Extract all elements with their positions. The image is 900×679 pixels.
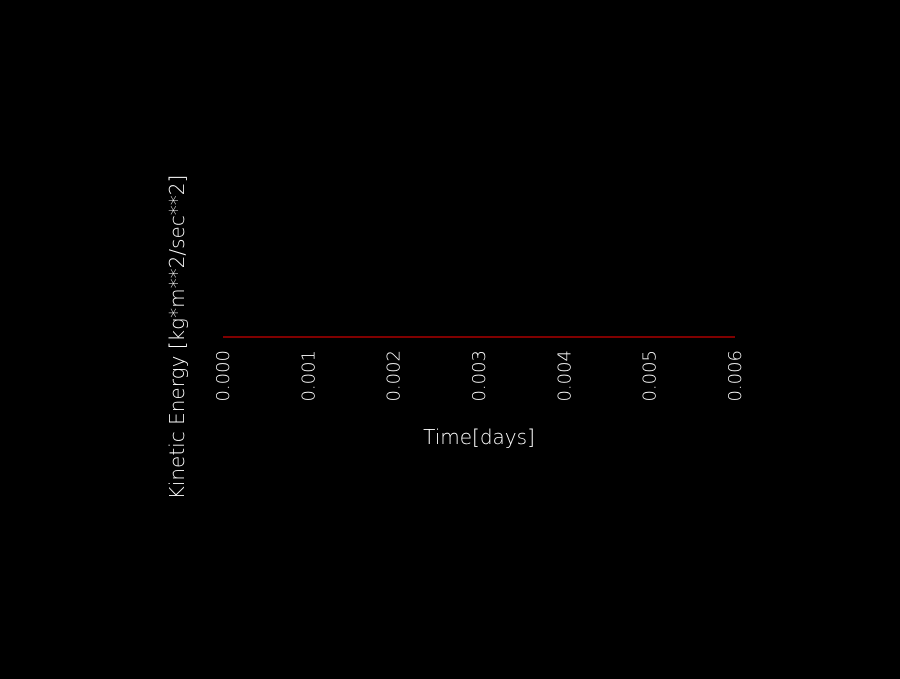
x-tick-label: 0.000 <box>213 350 234 402</box>
x-tick-label: 0.004 <box>554 350 575 402</box>
y-axis-label: Kinetic Energy [kg*m**2/sec**2] <box>165 175 189 500</box>
x-tick-label: 0.002 <box>384 350 405 402</box>
x-tick-label: 0.006 <box>725 350 746 402</box>
x-axis-label: Time[days] <box>423 425 535 449</box>
x-tick-labels: 0.000 0.001 0.002 0.003 0.004 0.005 0.006 <box>213 350 746 402</box>
x-tick-label: 0.005 <box>640 350 661 402</box>
x-tick-label: 0.001 <box>298 350 319 402</box>
x-tick-label: 0.003 <box>469 350 490 402</box>
